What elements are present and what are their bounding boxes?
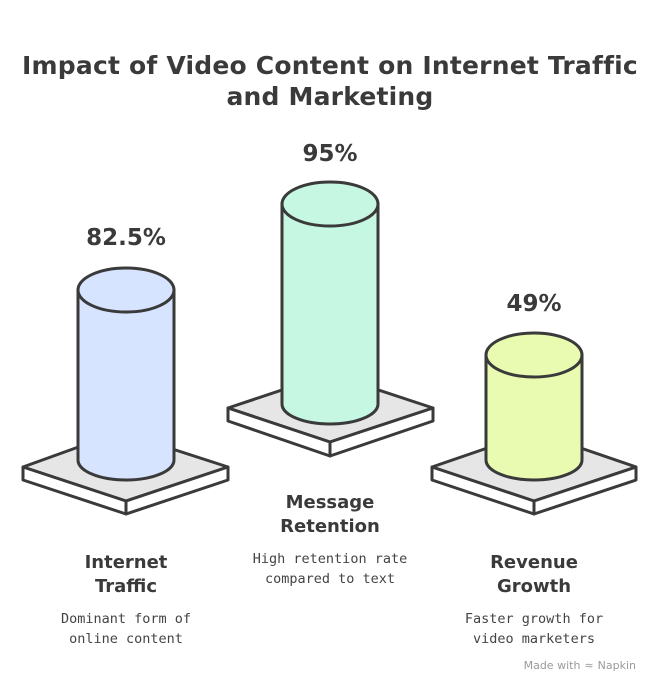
value-internet-traffic: 82.5% bbox=[86, 225, 166, 251]
cylinder-message-retention bbox=[280, 180, 380, 426]
label-revenue-growth-line-2: Growth bbox=[496, 576, 572, 597]
desc-revenue-growth-line-1: Faster growth for bbox=[464, 611, 604, 627]
made-with-napkin: Made with ≈ Napkin bbox=[524, 659, 636, 672]
value-revenue-growth: 49% bbox=[506, 291, 561, 317]
desc-message-retention-line-1: High retention rate bbox=[252, 551, 408, 567]
desc-message-retention-line-2: compared to text bbox=[264, 571, 396, 587]
cylinder-internet-traffic bbox=[76, 266, 176, 482]
label-internet-traffic: Internet Traffic bbox=[26, 551, 226, 599]
label-message-retention: Message Retention bbox=[230, 491, 430, 539]
cylinder-revenue-growth bbox=[484, 331, 584, 482]
brand-prefix: Made with bbox=[523, 659, 581, 672]
desc-message-retention: High retention rate compared to text bbox=[220, 549, 440, 589]
napkin-logo-icon: ≈ bbox=[584, 659, 594, 672]
desc-internet-traffic-line-2: online content bbox=[69, 631, 183, 647]
label-revenue-growth-line-1: Revenue bbox=[490, 552, 578, 573]
page-title: Impact of Video Content on Internet Traf… bbox=[0, 50, 660, 112]
desc-internet-traffic: Dominant form of online content bbox=[16, 609, 236, 649]
value-message-retention: 95% bbox=[302, 141, 357, 167]
desc-internet-traffic-line-1: Dominant form of bbox=[60, 611, 192, 627]
label-internet-traffic-line-1: Internet bbox=[84, 552, 168, 573]
brand-name: Napkin bbox=[597, 659, 636, 672]
label-internet-traffic-line-2: Traffic bbox=[94, 576, 158, 597]
desc-revenue-growth-line-2: video marketers bbox=[473, 631, 595, 647]
desc-revenue-growth: Faster growth for video marketers bbox=[424, 609, 644, 649]
label-revenue-growth: Revenue Growth bbox=[434, 551, 634, 599]
title-line-2: and Marketing bbox=[226, 82, 434, 111]
label-message-retention-line-1: Message bbox=[285, 492, 375, 513]
title-line-1: Impact of Video Content on Internet Traf… bbox=[22, 51, 638, 80]
label-message-retention-line-2: Retention bbox=[280, 516, 380, 537]
